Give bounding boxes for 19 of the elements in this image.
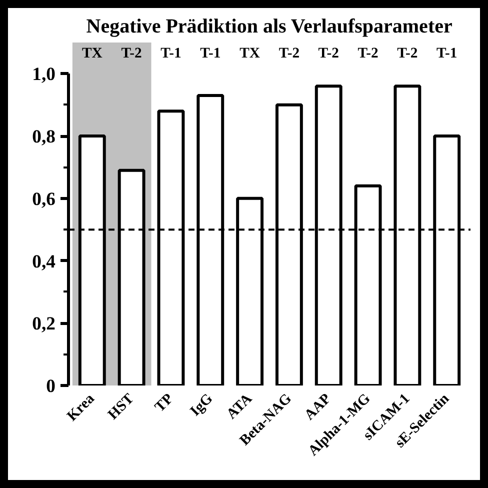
text: T-1 bbox=[436, 46, 458, 62]
text: T-1 bbox=[160, 46, 182, 62]
text: T-2 bbox=[318, 46, 339, 62]
text: TX bbox=[240, 46, 260, 62]
text: T-2 bbox=[358, 46, 378, 62]
text: TX bbox=[82, 46, 103, 62]
text: T-2 bbox=[121, 46, 142, 62]
x-tick-label: TP bbox=[152, 390, 177, 416]
y-tick-label: 0,4 bbox=[32, 251, 56, 272]
text: T-2 bbox=[397, 46, 418, 62]
y-tick-label: 0,8 bbox=[32, 126, 56, 148]
y-tick-label: 1,0 bbox=[32, 64, 56, 86]
chart-title: Negative Prädiktion als Verlaufsparameter bbox=[86, 16, 452, 38]
x-tick-label: IgG bbox=[187, 390, 216, 420]
text: T-2 bbox=[278, 46, 300, 62]
text: T-1 bbox=[200, 46, 221, 62]
y-tick-label: 0,2 bbox=[32, 314, 56, 335]
y-tick-label: 0 bbox=[46, 376, 56, 397]
y-tick-label: 0,6 bbox=[32, 188, 56, 210]
